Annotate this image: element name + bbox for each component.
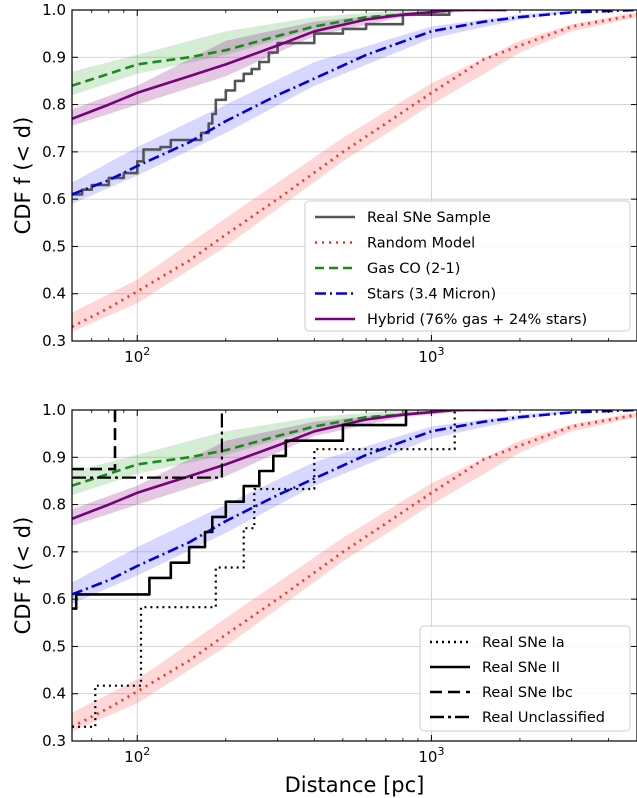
x-axis-label: Distance [pc] (285, 773, 425, 797)
y-tick-label: 0.8 (42, 96, 66, 114)
y-axis-label: CDF f (< d) (11, 117, 35, 235)
y-tick-label: 1.0 (42, 401, 66, 419)
x-tick-label: 102 (124, 745, 150, 766)
y-tick-label: 0.4 (42, 685, 66, 703)
y-tick-label: 1.0 (42, 1, 66, 19)
y-tick-label: 0.7 (42, 143, 66, 161)
x-tick-label: 103 (418, 745, 444, 766)
legend-box (419, 625, 631, 732)
confidence-band (72, 10, 484, 126)
grid-bottom (72, 410, 637, 741)
series-line (72, 410, 637, 596)
panel-top: 0.3 0.4 0.5 0.6 0.7 0.8 0.9 1.0 102 103 CDF f (< d… (11, 1, 637, 366)
x-tick-label: 103 (418, 345, 444, 366)
confidence-band (72, 410, 484, 526)
y-tick-label: 0.3 (42, 732, 66, 750)
plot-area-bottom (72, 410, 637, 732)
legend-label: Real SNe Ibc (482, 685, 573, 701)
y-tick-label: 0.8 (42, 496, 66, 514)
confidence-band (72, 410, 484, 496)
series-line (72, 410, 117, 471)
legend-label: Real SNe Sample (367, 210, 491, 226)
plot-area-top (72, 10, 637, 332)
legend-label: Hybrid (76% gas + 24% stars) (367, 312, 587, 328)
confidence-band (72, 12, 637, 332)
legend-label: Gas CO (2-1) (367, 261, 460, 277)
confidence-band (72, 412, 637, 732)
y-tick-label: 0.3 (42, 332, 66, 350)
series-line (72, 413, 637, 728)
y-tick-label: 0.6 (42, 190, 66, 208)
series-line (72, 10, 451, 196)
y-tick-label: 0.9 (42, 48, 66, 66)
grid-top (72, 10, 637, 341)
legend-label: Random Model (367, 236, 475, 252)
confidence-band (72, 10, 484, 96)
axes-frame (71, 9, 637, 342)
legend-label: Stars (3.4 Micron) (367, 287, 496, 303)
legend-top: Real SNe Sample Random Model Gas CO (2-1) S… (304, 200, 631, 332)
legend-box (304, 200, 631, 332)
panel-bottom: 0.3 0.4 0.5 0.6 0.7 0.8 0.9 1.0 102 103 CDF f (< d… (11, 401, 637, 797)
legend-label: Real SNe Ia (482, 635, 565, 651)
legend-label: Real SNe II (482, 660, 560, 676)
series-line (72, 410, 507, 521)
series-line (72, 10, 507, 121)
series-line (72, 410, 223, 479)
legend-bottom: Real SNe Ia Real SNe II Real SNe Ibc Real U… (419, 625, 631, 732)
y-tick-label: 0.7 (42, 543, 66, 561)
series-line (72, 10, 637, 196)
y-tick-label: 0.6 (42, 590, 66, 608)
y-tick-label: 0.9 (42, 448, 66, 466)
series-line (72, 13, 637, 328)
legend-label: Real Unclassified (482, 710, 605, 726)
y-tick-label: 0.4 (42, 285, 66, 303)
y-tick-label: 0.5 (42, 237, 66, 255)
y-tick-label: 0.5 (42, 637, 66, 655)
y-axis-label: CDF f (< d) (11, 517, 35, 635)
axes-frame (71, 409, 637, 742)
x-tick-label: 102 (124, 345, 150, 366)
series-line (72, 410, 408, 610)
